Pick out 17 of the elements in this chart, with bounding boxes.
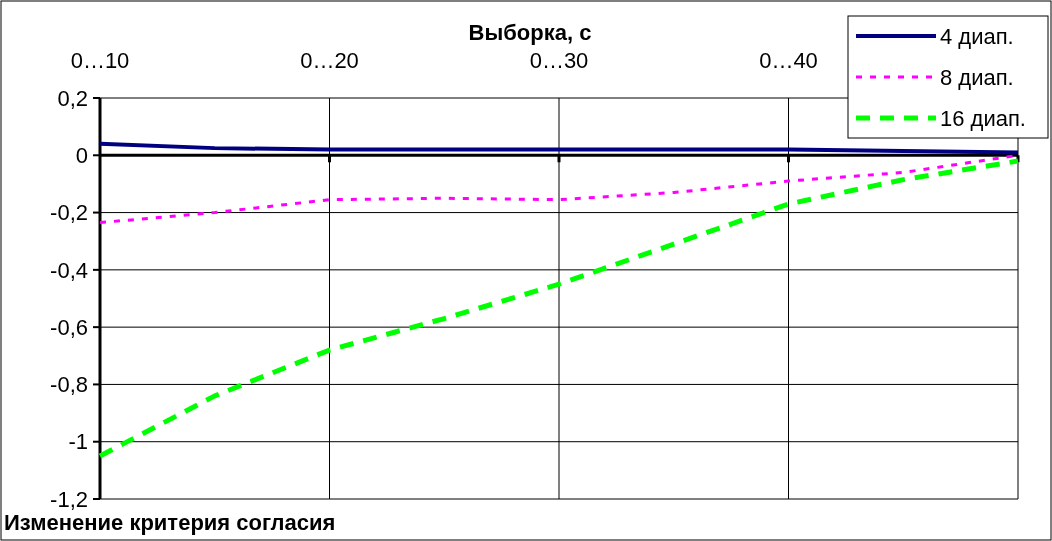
y-tick-label: -0,2 — [50, 200, 88, 226]
y-tick-label: -1,2 — [50, 486, 88, 512]
y-tick-label: 0,2 — [57, 85, 88, 111]
y-tick-label: -0,6 — [50, 314, 88, 340]
legend-label: 16 диап. — [940, 105, 1026, 131]
y-tick-label: -1 — [68, 429, 88, 455]
x-tick-label: 0…40 — [759, 48, 818, 73]
y-tick-label: -0,8 — [50, 372, 88, 398]
text: Изменение критерия согласия — [4, 510, 336, 535]
y-tick-label: -0,4 — [50, 257, 88, 283]
x-axis-title: Выборка, с — [468, 20, 592, 45]
y-tick-label: 0 — [75, 142, 88, 168]
x-tick-label: 0…30 — [529, 48, 589, 73]
legend-label: 8 диап. — [940, 64, 1014, 90]
x-tick-label: 0…20 — [300, 48, 359, 73]
x-tick-label: 0…10 — [70, 48, 130, 73]
legend-label: 4 диап. — [940, 23, 1014, 49]
